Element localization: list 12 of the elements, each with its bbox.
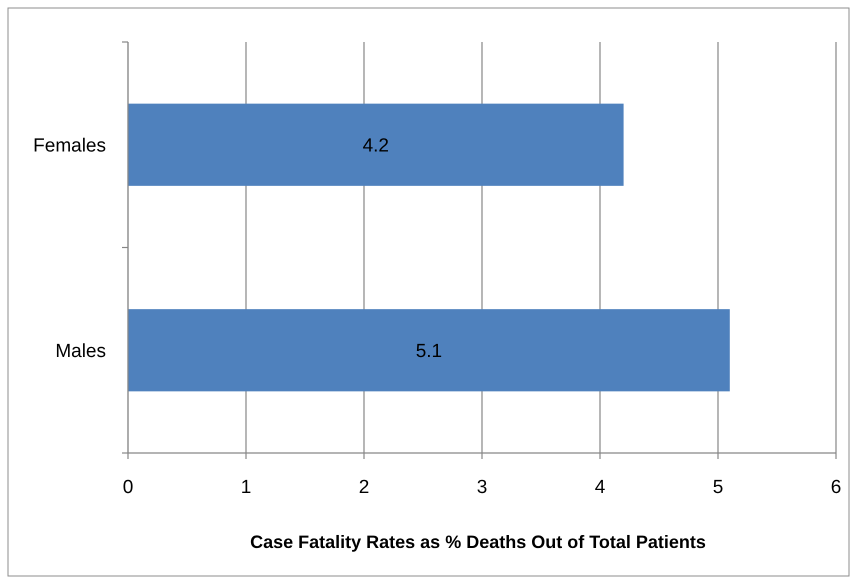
x-tick-label: 5 <box>712 477 724 498</box>
data-label: 4.2 <box>362 135 390 156</box>
data-label: 5.1 <box>416 340 442 362</box>
x-tick-label: 0 <box>122 477 134 498</box>
x-axis-title: Case Fatality Rates as % Deaths Out of Total Patients <box>250 532 706 552</box>
x-tick-label: 2 <box>358 477 370 498</box>
x-tick-label: 4 <box>594 477 606 498</box>
x-tick-label: 6 <box>830 477 842 498</box>
x-tick-label: 1 <box>240 477 252 498</box>
x-tick-label: 3 <box>476 477 488 498</box>
y-tick-label: Males <box>55 340 106 362</box>
y-tick-label: Females <box>33 135 106 156</box>
